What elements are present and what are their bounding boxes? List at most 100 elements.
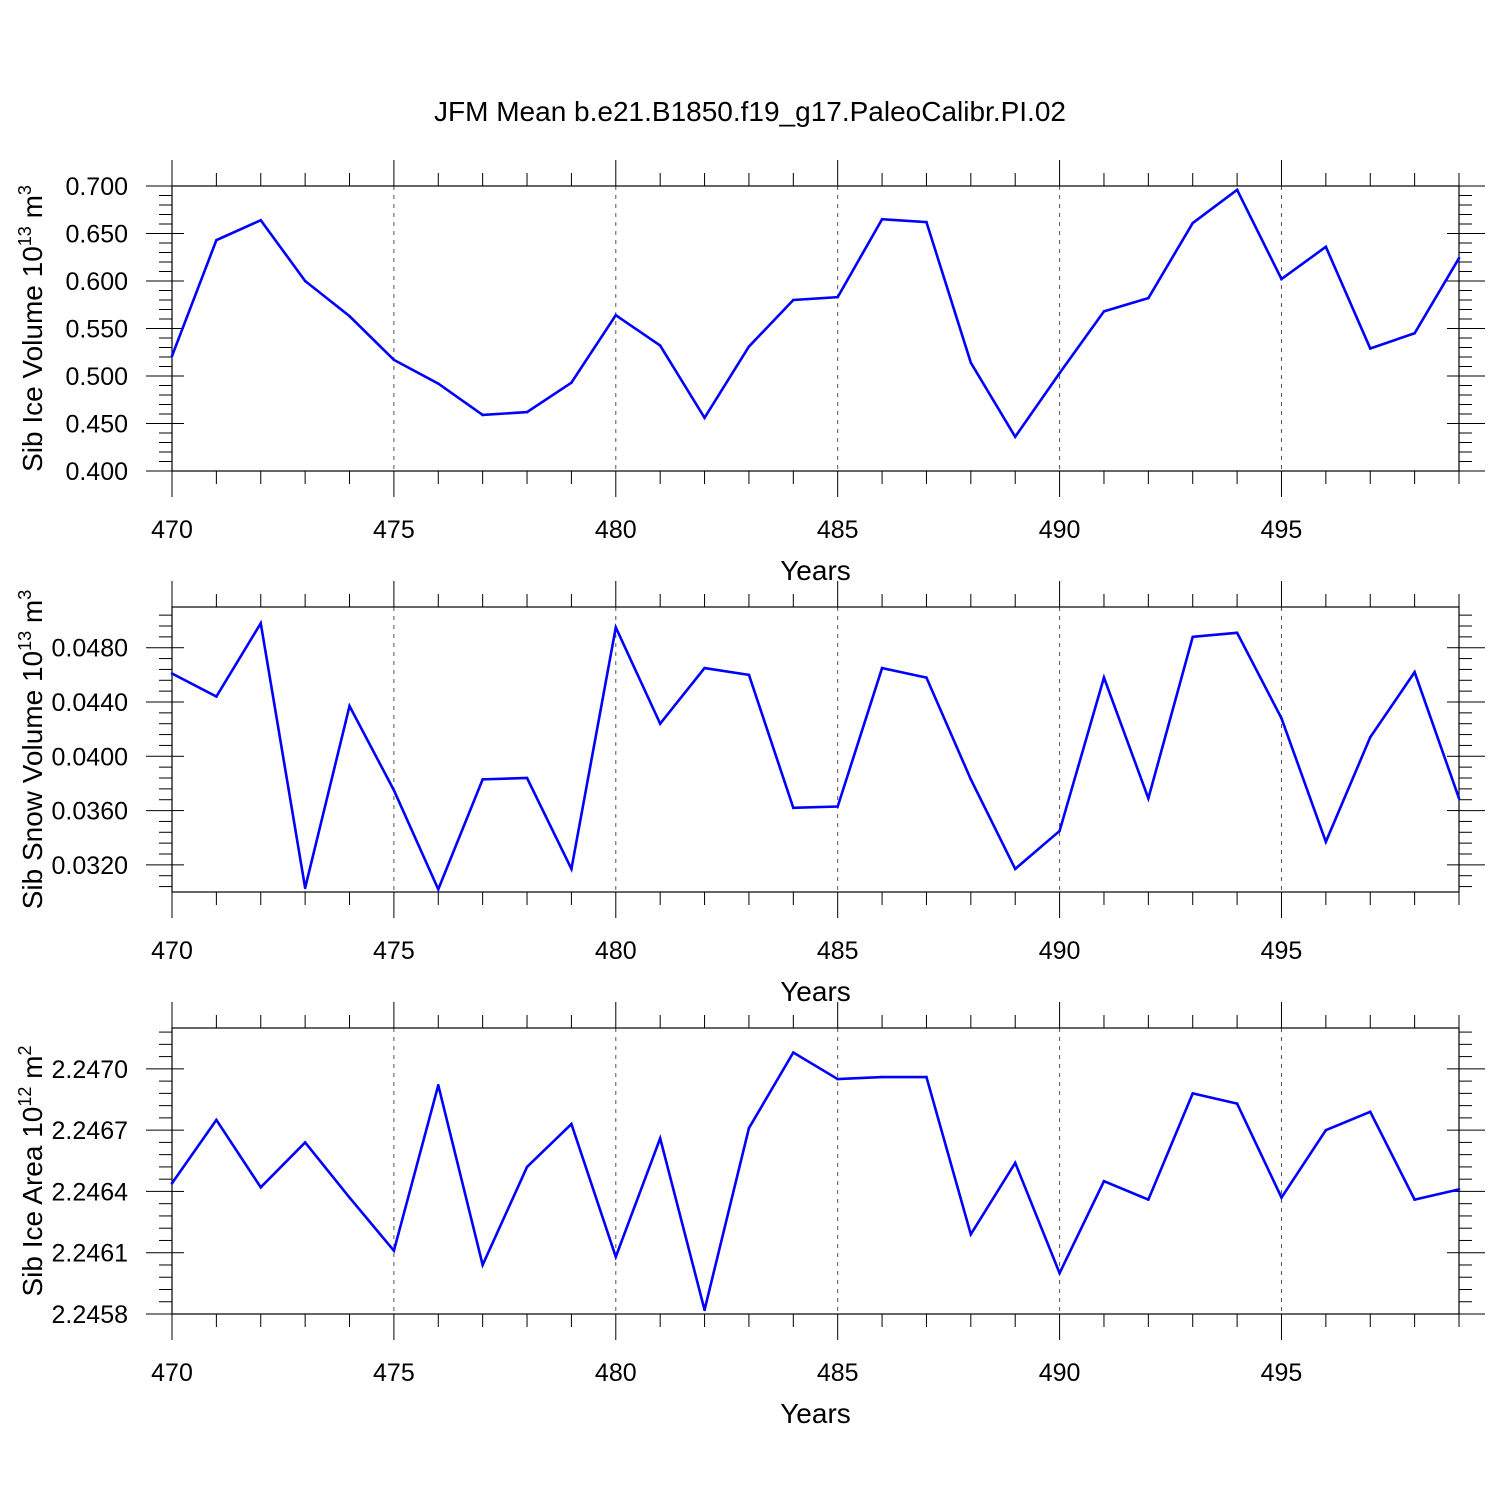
data-point [1147, 296, 1150, 300]
data-point [836, 1077, 839, 1081]
x-axis-label: Years [780, 976, 851, 1007]
data-point [348, 1196, 351, 1199]
data-point [792, 806, 795, 810]
data-point [170, 354, 174, 358]
data-point [1280, 716, 1283, 720]
y-tick-label: 0.0440 [52, 689, 128, 717]
data-point [436, 887, 440, 891]
y-tick-label: 0.650 [65, 221, 128, 249]
x-tick-label: 495 [1261, 937, 1303, 965]
y-tick-label: 0.450 [65, 411, 128, 439]
data-point [658, 722, 662, 726]
data-point [1324, 245, 1328, 249]
data-point [215, 1118, 218, 1122]
x-tick-label: 475 [373, 516, 415, 544]
data-point [1368, 1110, 1372, 1114]
data-point [792, 298, 795, 302]
data-point [1457, 1188, 1461, 1191]
y-axis-label: Sib Ice Volume 1013 m3 [15, 185, 48, 472]
data-point [658, 344, 662, 347]
data-point [1280, 1196, 1283, 1199]
data-point [1368, 347, 1372, 350]
plot-frame [171, 185, 1460, 472]
data-point [259, 1186, 263, 1189]
data-point [1013, 1161, 1017, 1165]
x-tick-label: 470 [151, 1359, 193, 1387]
data-point [1235, 188, 1239, 192]
y-tick-label: 2.2464 [52, 1178, 129, 1206]
data-point [1368, 735, 1372, 739]
data-point [703, 1308, 706, 1312]
data-point [1102, 310, 1106, 313]
data-point [348, 314, 351, 318]
data-point [525, 776, 529, 780]
x-tick-label: 495 [1261, 1359, 1303, 1387]
data-point [792, 1051, 795, 1054]
series-line [170, 1050, 1460, 1311]
data-point [1324, 1128, 1328, 1132]
panel-2: 0.0320 0.0360 0.0400 0.0440 0.0480 470 475 480 4… [15, 581, 1485, 1007]
x-tick-label: 470 [151, 937, 193, 965]
data-point [1457, 256, 1461, 260]
data-point [215, 238, 218, 242]
x-tick-label: 480 [595, 937, 637, 965]
y-axis-label: Sib Ice Area 1012 m2 [15, 1045, 48, 1296]
x-tick-label: 490 [1039, 937, 1081, 965]
x-tick-label: 485 [817, 516, 859, 544]
data-point [703, 416, 706, 420]
y-axis-label: Sib Snow Volume 1013 m3 [15, 590, 48, 910]
data-point [1013, 435, 1017, 439]
data-point [303, 1141, 307, 1144]
data-point [1147, 1198, 1150, 1201]
data-point [1058, 1271, 1061, 1275]
data-point [392, 1249, 396, 1252]
data-point [1058, 829, 1061, 833]
data-point [1413, 1198, 1416, 1201]
data-point [1235, 631, 1239, 635]
x-tick-label: 490 [1039, 1359, 1081, 1387]
data-point [1457, 797, 1461, 800]
series-line [170, 187, 1461, 440]
y-tick-label: 0.500 [65, 363, 128, 391]
data-point [614, 626, 618, 629]
data-point [392, 358, 396, 362]
y-tick-label: 0.400 [65, 458, 128, 486]
data-point [969, 1233, 973, 1236]
y-tick-label: 0.0320 [52, 852, 128, 880]
x-tick-label: 475 [373, 937, 415, 965]
data-point [525, 1165, 529, 1169]
data-point [1235, 1102, 1239, 1105]
x-tick-label: 480 [595, 1359, 637, 1387]
data-point [259, 218, 263, 222]
data-point [570, 1122, 573, 1126]
data-point [880, 217, 884, 221]
data-point [436, 382, 440, 385]
data-point [1413, 331, 1416, 335]
series-line [171, 619, 1461, 893]
data-point [1058, 371, 1061, 375]
data-point [481, 413, 484, 417]
data-point [392, 788, 396, 792]
data-point [1413, 670, 1416, 674]
data-point [880, 1075, 884, 1079]
y-tick-label: 0.0400 [52, 743, 128, 771]
data-point [925, 676, 928, 679]
data-point [836, 805, 839, 808]
data-point [215, 695, 218, 698]
data-point [747, 345, 751, 348]
data-point [703, 666, 706, 670]
x-tick-label: 485 [817, 1359, 859, 1387]
panel-1: 0.400 0.450 0.500 0.550 0.600 0.650 0.700 470 47… [15, 160, 1485, 586]
data-point [969, 778, 973, 781]
data-point [170, 672, 174, 675]
x-tick-label: 480 [595, 516, 637, 544]
data-point [259, 621, 263, 625]
data-point [481, 778, 484, 781]
data-point [525, 410, 529, 414]
data-point [925, 1075, 928, 1079]
x-axis-label: Years [780, 1398, 851, 1429]
data-point [1102, 676, 1106, 679]
data-point [614, 1255, 618, 1259]
